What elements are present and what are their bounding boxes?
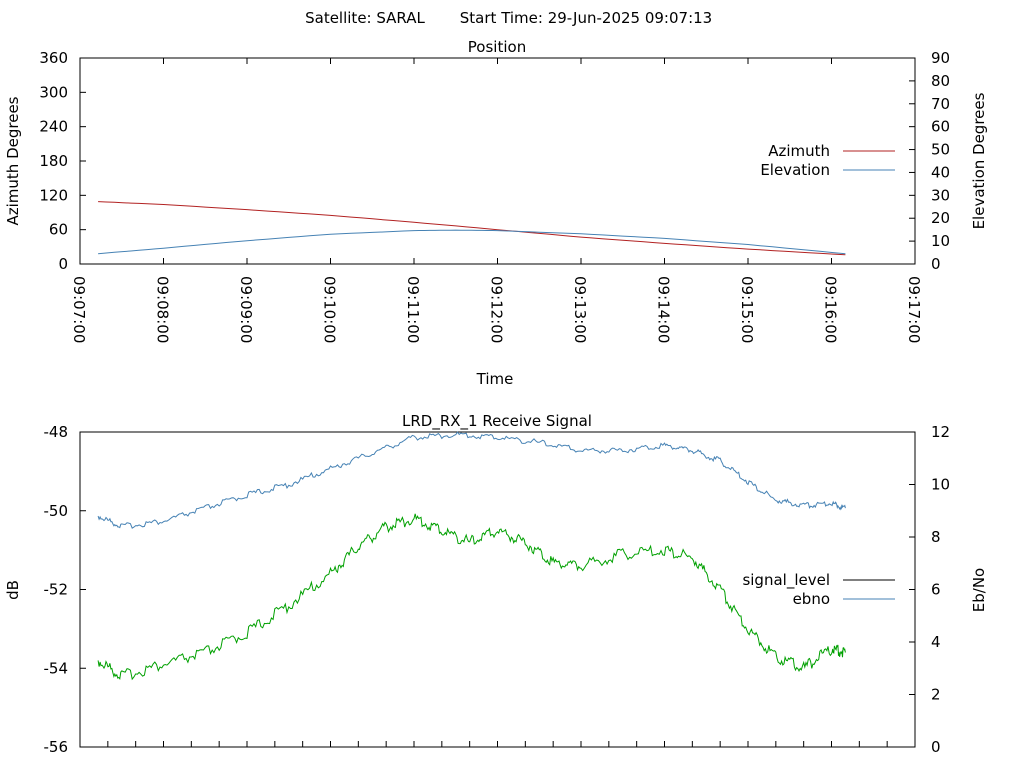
start-time-label: Start Time: 29-Jun-2025 09:07:13: [460, 9, 712, 27]
x-tick-label: 09:12:00: [488, 276, 506, 343]
x-tick-label: 09:11:00: [404, 276, 422, 343]
position-legend: Azimuth Elevation: [760, 142, 895, 179]
y2-tick-label: 12: [931, 423, 950, 441]
y-tick-label: 240: [39, 118, 68, 136]
y2-tick-label: 50: [931, 141, 950, 159]
x-tick-label: 09:14:00: [655, 276, 673, 343]
x-tick-label: 09:16:00: [822, 276, 840, 343]
signal-chart: LRD_RX_1 Receive Signal -56-54-52-50-48 …: [4, 412, 988, 756]
y2-tick-label: 10: [931, 476, 950, 494]
signal-legend: signal_level ebno: [742, 571, 895, 608]
signal-plot-frame: [79, 431, 916, 748]
position-series: [98, 201, 846, 256]
position-y2-axis: 0 10 20 30 40 50 60 70 80 90: [909, 49, 950, 273]
y-tick-label: -48: [44, 423, 69, 441]
series-line-elevation: [98, 229, 846, 255]
series-line-signal-level: [97, 513, 846, 681]
y2-tick-label: 10: [931, 232, 950, 250]
y-tick-label: 120: [39, 186, 68, 204]
y-tick-label: 60: [49, 221, 68, 239]
y-tick-label: 360: [39, 49, 68, 67]
y2-tick-label: 6: [931, 581, 941, 599]
y2-tick-label: 30: [931, 186, 950, 204]
signal-title: LRD_RX_1 Receive Signal: [402, 412, 592, 431]
y-tick-label: 180: [39, 152, 68, 170]
y-tick-label: 300: [39, 83, 68, 101]
y2-tick-label: 8: [931, 528, 941, 546]
y2-tick-label: 0: [931, 738, 941, 756]
y-tick-label: -54: [44, 659, 69, 677]
position-x-label: Time: [476, 370, 514, 388]
y-tick-label: 0: [58, 255, 68, 273]
position-y-axis: 0 60 120 180 240 300 360: [39, 49, 86, 273]
y2-tick-label: 20: [931, 209, 950, 227]
y-tick-label: -56: [44, 738, 69, 756]
y2-tick-label: 70: [931, 95, 950, 113]
position-y2-label: Elevation Degrees: [970, 92, 988, 229]
x-tick-label: 09:09:00: [237, 276, 255, 343]
position-x-axis: 09:07:00 09:08:00 09:09:00 09:10:00 09:11:00…: [70, 58, 923, 343]
legend-signal-level-label: signal_level: [742, 571, 830, 590]
y2-tick-label: 40: [931, 163, 950, 181]
position-title: Position: [468, 38, 526, 56]
signal-x-axis: [107, 741, 888, 747]
y2-tick-label: 90: [931, 49, 950, 67]
legend-elevation-label: Elevation: [760, 161, 830, 179]
y2-tick-label: 60: [931, 118, 950, 136]
signal-y2-axis: 0 2 4 6 8 10 12: [909, 423, 950, 756]
signal-series: [97, 431, 846, 681]
series-line-azimuth: [98, 201, 846, 256]
x-tick-label: 09:15:00: [738, 276, 756, 343]
y2-tick-label: 2: [931, 686, 941, 704]
signal-y-label: dB: [4, 580, 22, 600]
x-tick-label: 09:17:00: [905, 276, 923, 343]
signal-y2-label: Eb/No: [970, 568, 988, 612]
position-chart: Position 0 60 120 180 240 300 360 0 10 20 30 40 50 6…: [4, 38, 988, 388]
y-tick-label: -52: [44, 581, 69, 599]
series-line-ebno: [97, 431, 846, 529]
x-tick-label: 09:07:00: [70, 276, 88, 343]
legend-ebno-label: ebno: [793, 590, 830, 608]
y-tick-label: -50: [44, 502, 69, 520]
y2-tick-label: 80: [931, 72, 950, 90]
satellite-label: Satellite: SARAL: [305, 9, 425, 27]
x-tick-label: 09:10:00: [321, 276, 339, 343]
y2-tick-label: 4: [931, 633, 941, 651]
x-tick-label: 09:08:00: [154, 276, 172, 343]
position-y-label: Azimuth Degrees: [4, 96, 22, 225]
legend-azimuth-label: Azimuth: [768, 142, 830, 160]
x-tick-label: 09:13:00: [571, 276, 589, 343]
signal-y-axis: -56 -54 -52 -50 -48: [44, 423, 86, 756]
y2-tick-label: 0: [931, 255, 941, 273]
